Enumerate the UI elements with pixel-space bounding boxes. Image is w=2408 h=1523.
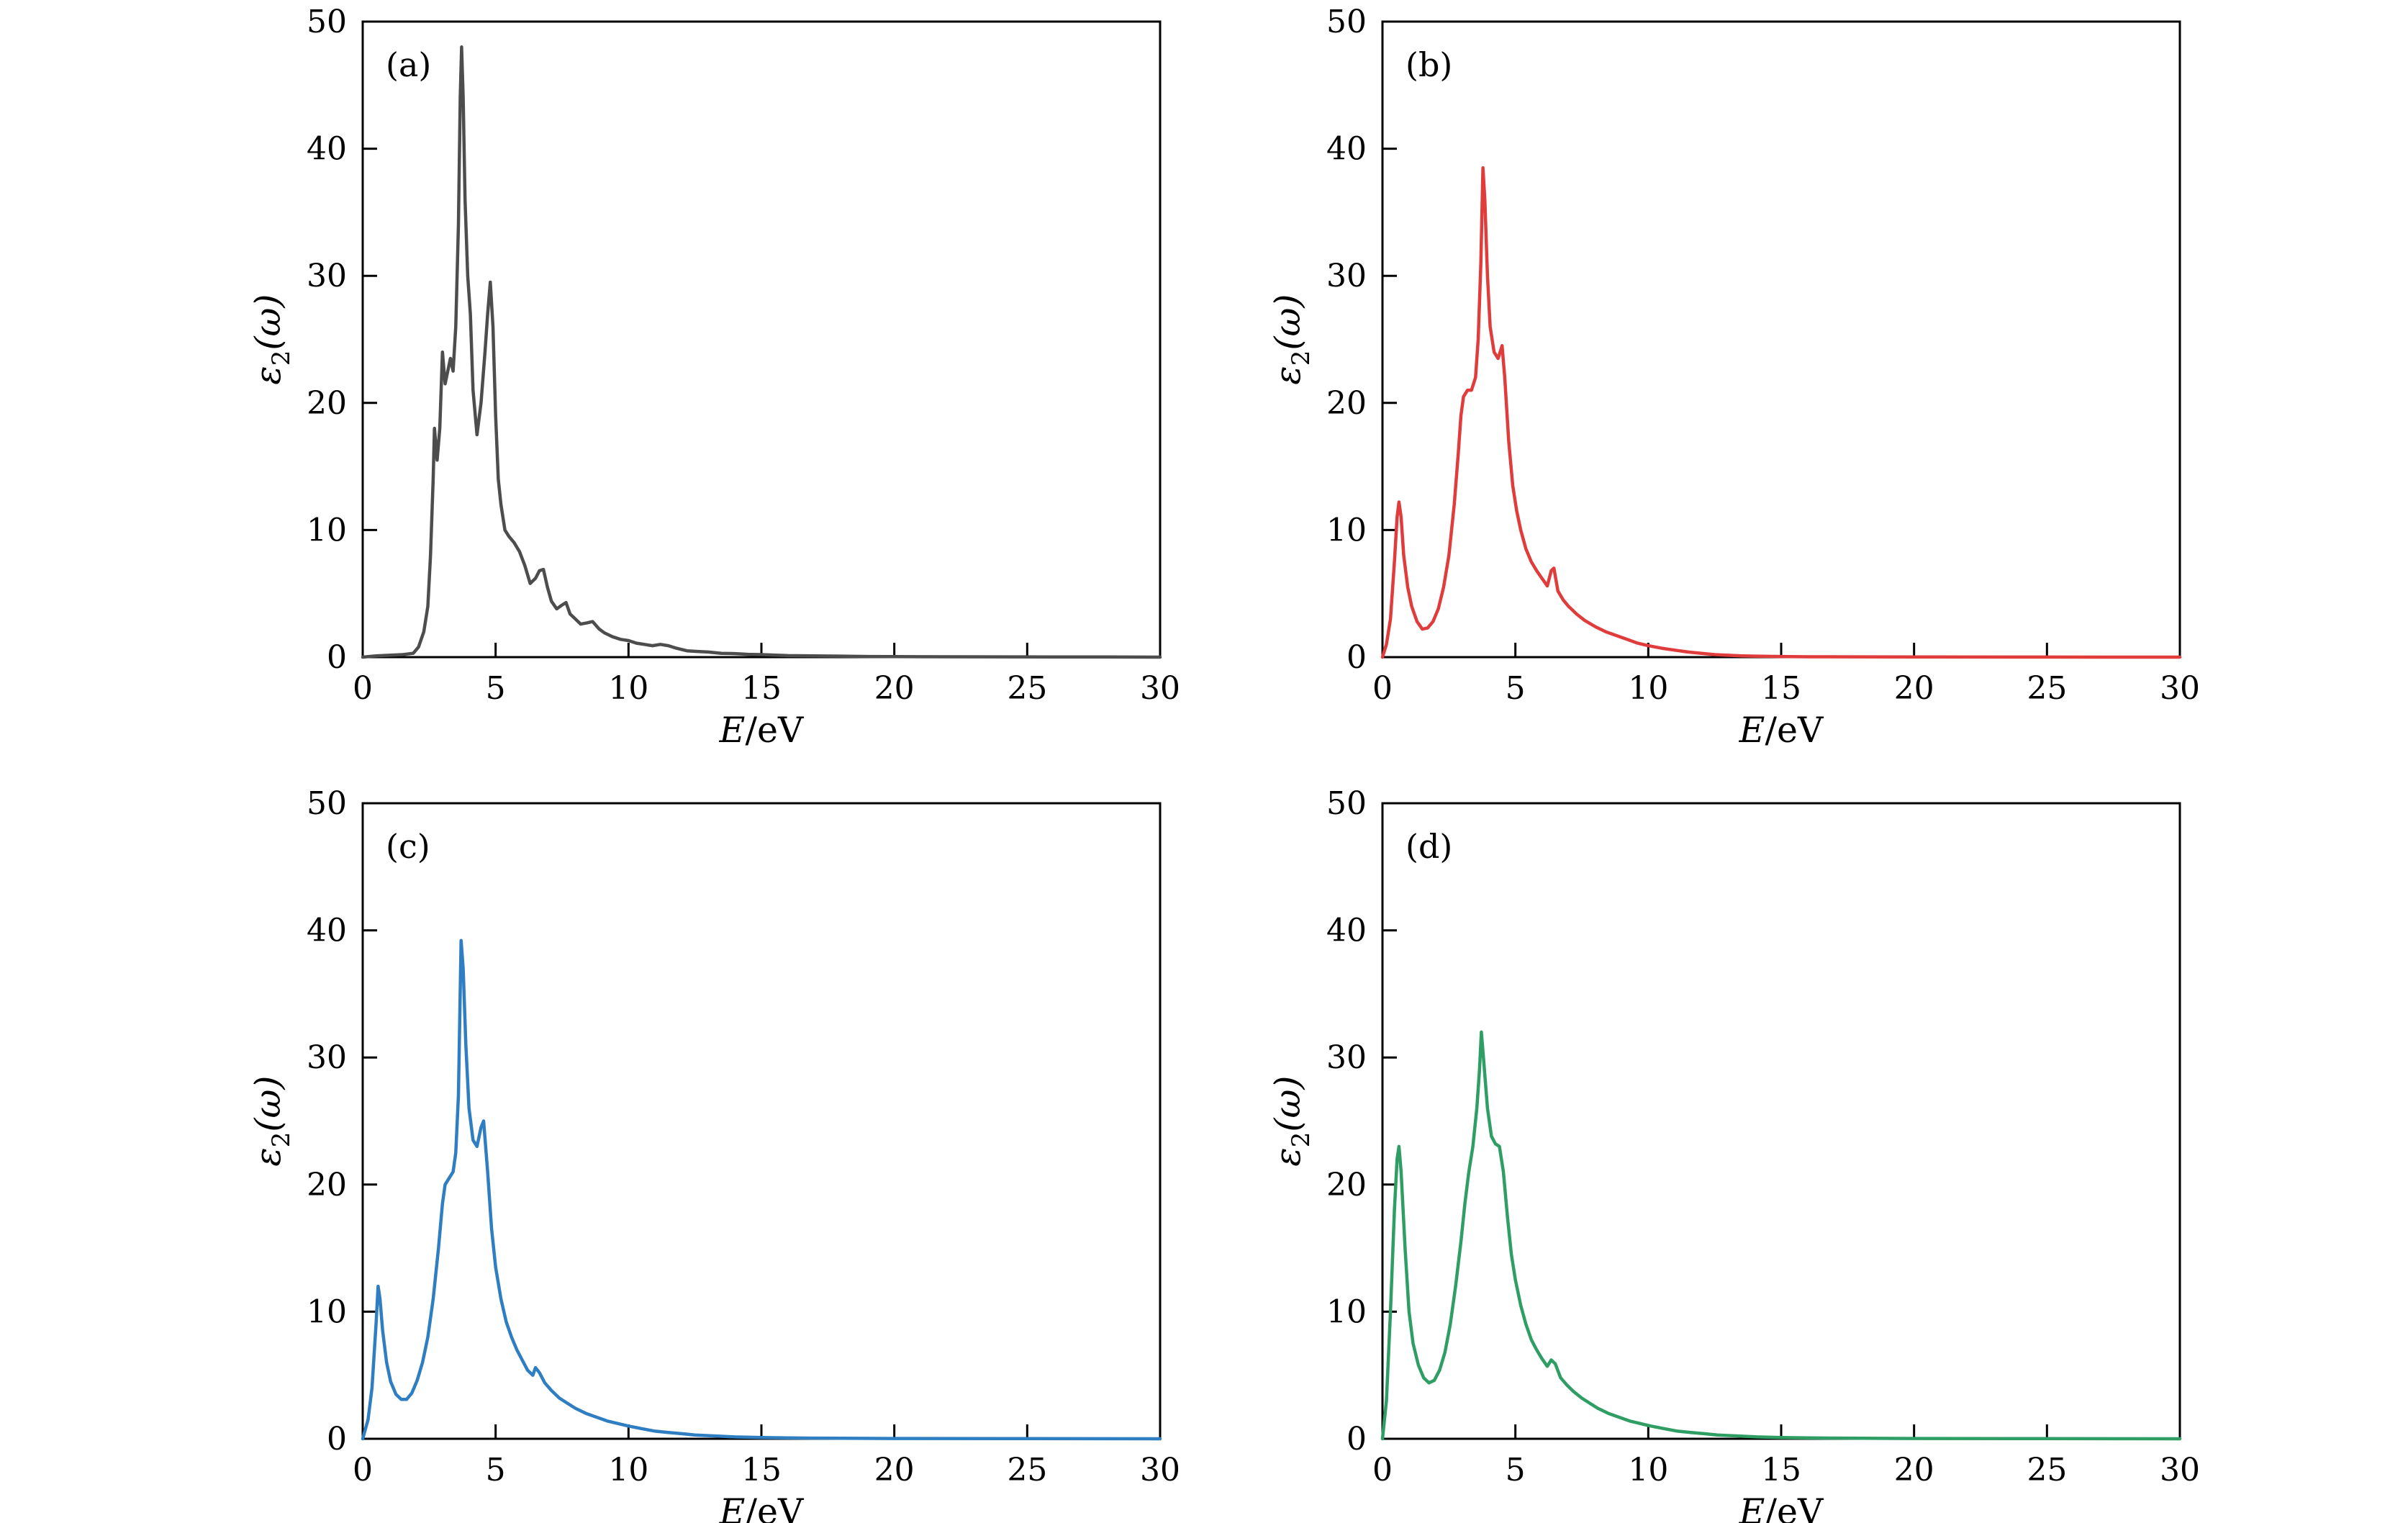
y-tick-label: 10	[1326, 1293, 1367, 1330]
x-tick-label: 25	[2027, 670, 2067, 707]
x-tick-label: 0	[1372, 1452, 1393, 1488]
plot-panel-c: 0 5 10 15 20 25 30 0 10 20 30 40 50 E/eV ε2(ω) (c)	[248, 785, 1180, 1523]
x-axis-label: E/eV	[1739, 710, 1824, 751]
x-tick-label: 20	[874, 670, 915, 707]
curve-epsilon2	[1380, 166, 2182, 659]
y-tick-label: 40	[1326, 131, 1367, 168]
curve-epsilon2	[361, 939, 1162, 1441]
y-axis-label: ε2(ω)	[248, 294, 296, 384]
y-tick-label: 50	[307, 785, 347, 822]
x-tick-label: 5	[486, 670, 506, 707]
y-tick-label: 30	[307, 1039, 347, 1076]
x-tick-label: 30	[2160, 670, 2200, 707]
y-tick-label: 40	[307, 913, 347, 949]
y-tick-label: 50	[1326, 4, 1367, 40]
x-tick-label: 0	[1372, 670, 1393, 707]
x-tick-label: 30	[2160, 1452, 2200, 1488]
axes-box	[1381, 802, 2181, 1440]
x-tick-label: 20	[874, 1452, 915, 1488]
y-tick-label: 0	[327, 1421, 347, 1458]
x-tick-label: 0	[353, 670, 373, 707]
x-tick-label: 25	[1007, 1452, 1047, 1488]
x-axis-label: E/eV	[719, 710, 805, 751]
y-tick-label: 30	[1326, 1039, 1367, 1076]
y-tick-label: 0	[1346, 639, 1367, 676]
y-tick-label: 20	[307, 385, 347, 422]
y-tick-label: 50	[307, 4, 347, 40]
x-tick-label: 5	[1506, 1452, 1526, 1488]
y-tick-label: 40	[307, 131, 347, 168]
y-axis-label: ε2(ω)	[248, 1075, 296, 1166]
plot-panel-b: 0 5 10 15 20 25 30 0 10 20 30 40 50 E/eV ε2(ω) (b)	[1267, 4, 2200, 751]
x-tick-label: 25	[1007, 670, 1047, 707]
x-tick-label: 5	[1506, 670, 1526, 707]
x-axis-label: E/eV	[719, 1491, 805, 1523]
y-tick-label: 20	[1326, 385, 1367, 422]
y-tick-label: 0	[1346, 1421, 1367, 1458]
y-tick-label: 10	[307, 512, 347, 548]
y-tick-label: 10	[307, 1293, 347, 1330]
panel-label: (d)	[1406, 827, 1452, 866]
plot-panel-a: 0 5 10 15 20 25 30 0 10 20 30 40 50 E/eV ε2(ω) (a)	[248, 4, 1180, 751]
y-tick-label: 30	[307, 258, 347, 294]
x-tick-label: 15	[741, 670, 782, 707]
y-axis-label: ε2(ω)	[1267, 1075, 1316, 1166]
x-tick-label: 30	[1140, 670, 1180, 707]
x-tick-label: 5	[486, 1452, 506, 1488]
y-tick-label: 20	[1326, 1167, 1367, 1203]
y-axis-label: ε2(ω)	[1267, 294, 1316, 384]
x-tick-label: 10	[1628, 670, 1668, 707]
x-tick-label: 20	[1894, 1452, 1934, 1488]
x-tick-label: 10	[1628, 1452, 1668, 1488]
x-tick-label: 15	[1761, 1452, 1801, 1488]
curve-epsilon2	[361, 45, 1162, 659]
y-tick-label: 0	[327, 639, 347, 676]
x-tick-label: 30	[1140, 1452, 1180, 1488]
y-tick-label: 30	[1326, 258, 1367, 294]
x-tick-label: 15	[1761, 670, 1801, 707]
x-tick-label: 10	[608, 670, 648, 707]
x-tick-label: 10	[608, 1452, 648, 1488]
x-tick-label: 0	[353, 1452, 373, 1488]
x-tick-label: 15	[741, 1452, 782, 1488]
panel-label: (c)	[386, 827, 430, 866]
panel-label: (b)	[1406, 45, 1452, 84]
y-tick-label: 10	[1326, 512, 1367, 548]
curve-epsilon2	[1380, 1030, 2182, 1441]
y-tick-label: 40	[1326, 913, 1367, 949]
y-tick-label: 50	[1326, 785, 1367, 822]
x-tick-label: 20	[1894, 670, 1934, 707]
y-tick-label: 20	[307, 1167, 347, 1203]
axes-box	[361, 20, 1162, 659]
plot-panel-d: 0 5 10 15 20 25 30 0 10 20 30 40 50 E/eV ε2(ω) (d)	[1267, 785, 2200, 1523]
x-axis-label: E/eV	[1739, 1491, 1824, 1523]
panel-label: (a)	[386, 45, 431, 84]
x-tick-label: 25	[2027, 1452, 2067, 1488]
axes-box	[1381, 20, 2181, 659]
